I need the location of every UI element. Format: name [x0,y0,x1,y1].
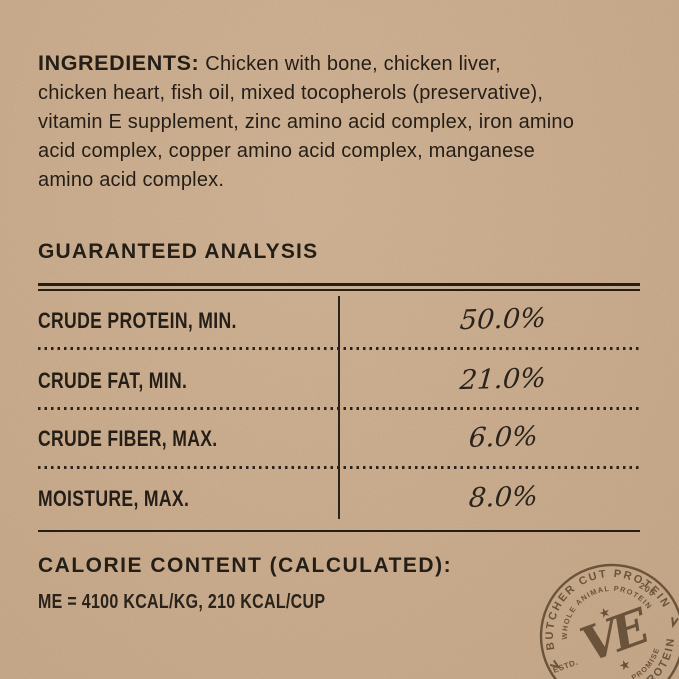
table-top-double-rule [38,283,640,291]
dotted-separator [38,466,640,469]
dotted-separator [38,347,640,350]
calorie-content-title: CALORIE CONTENT (CALCULATED): [38,554,453,577]
stamp-right-bracket [671,617,679,629]
table-row-label: MOISTURE, MAX. [38,486,190,511]
guaranteed-analysis-table: CRUDE PROTEIN, MIN. 50.0% CRUDE FAT, MIN… [38,283,640,532]
ingredients-line: amino acid complex. [38,169,225,191]
ingredients-line: acid complex, copper amino acid complex,… [38,140,535,162]
star-icon: ★ [617,656,633,674]
star-icon: ★ [597,604,613,622]
guaranteed-analysis-title: GUARANTEED ANALYSIS [38,240,319,263]
table-row-label: CRUDE FIBER, MAX. [38,426,218,451]
calorie-content-detail: ME = 4100 KCAL/KG, 210 KCAL/CUP [38,590,326,613]
stamp-left-bracket [549,659,561,669]
table-row-value: 6.0% [467,421,539,454]
dotted-separator [38,407,640,410]
ingredients-line: chicken heart, fish oil, mixed tocophero… [38,82,544,104]
ingredients-line: INGREDIENTS: Chicken with bone, chicken l… [38,49,643,79]
stamp-estd: ESTD. [552,658,580,675]
table-row-value: 50.0% [458,302,548,337]
ingredients-section: INGREDIENTS: Chicken with bone, chicken l… [38,49,643,195]
table-row-value: 21.0% [458,362,548,397]
ingredients-heading: INGREDIENTS: [38,51,200,75]
table-row-label: CRUDE PROTEIN, MIN. [38,308,237,333]
table-row-value: 8.0% [467,481,539,514]
table-row-label: CRUDE FAT, MIN. [38,368,188,393]
ingredients-line: vitamin E supplement, zinc amino acid co… [38,111,575,133]
butcher-cut-protein-stamp: BUTCHER CUT PROTEIN WHOLE ANIMAL PROTEIN… [525,549,679,679]
ingredients-text: Chicken with bone, chicken liver, [205,53,501,75]
